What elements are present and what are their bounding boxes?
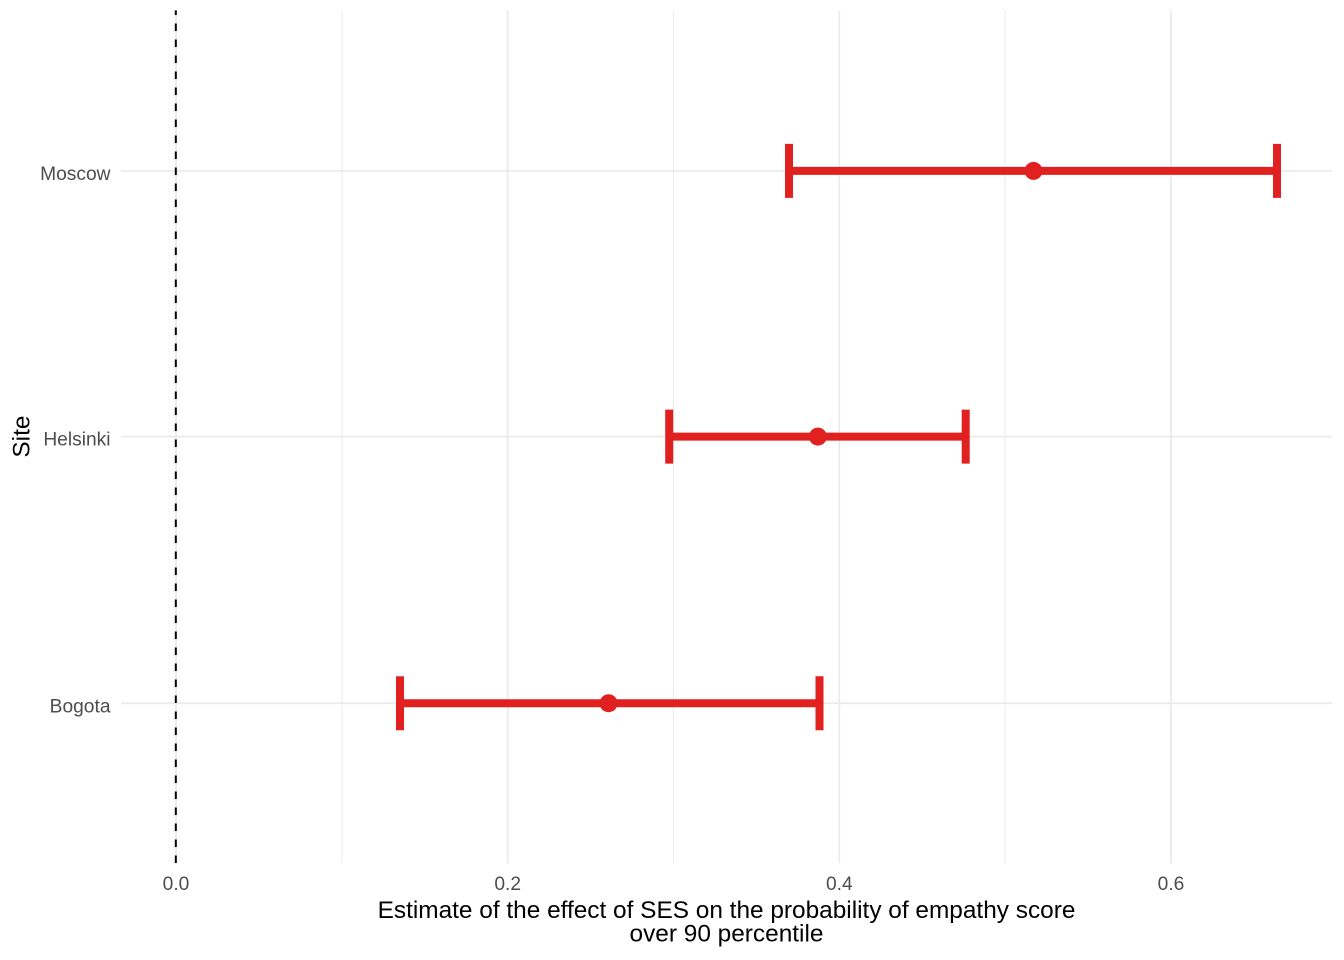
svg-text:Bogota: Bogota [50,696,111,717]
svg-text:over 90 percentile: over 90 percentile [630,921,824,948]
svg-text:0.6: 0.6 [1158,874,1185,895]
svg-text:Estimate of the effect of SES: Estimate of the effect of SES on the pro… [378,897,1076,924]
svg-text:Helsinki: Helsinki [43,430,110,451]
svg-text:Moscow: Moscow [40,164,111,185]
svg-text:0.0: 0.0 [163,874,190,895]
svg-text:0.2: 0.2 [494,874,521,895]
svg-text:0.4: 0.4 [826,874,853,895]
svg-text:Site: Site [8,416,35,458]
